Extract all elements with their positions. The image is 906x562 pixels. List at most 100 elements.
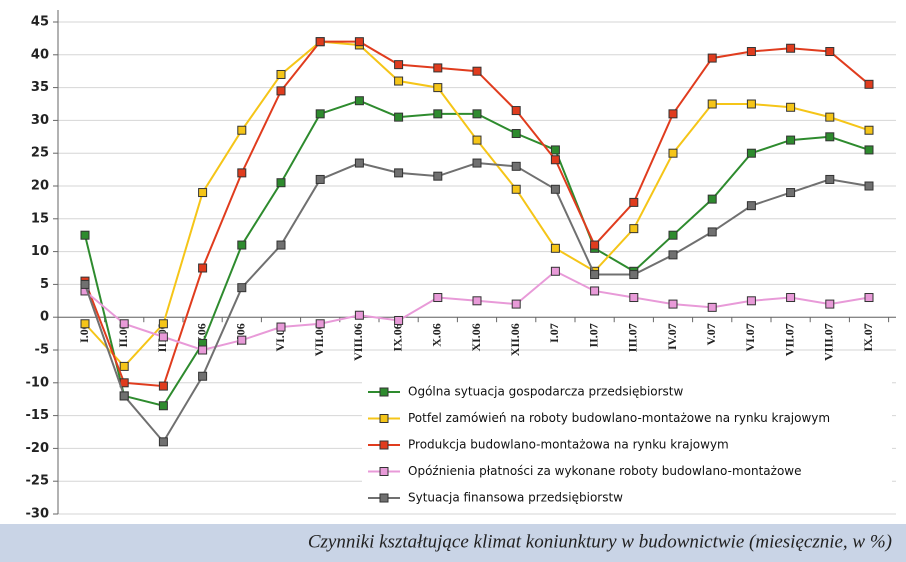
data-point (825, 299, 835, 309)
data-point (864, 79, 874, 89)
data-point (668, 109, 678, 119)
data-point (472, 109, 482, 119)
data-point (668, 250, 678, 260)
data-point (198, 345, 208, 355)
y-tick-label: 40 (31, 47, 49, 62)
x-tick-label: VII.06 (312, 323, 326, 356)
data-point (786, 43, 796, 53)
data-point (668, 299, 678, 309)
data-point (276, 322, 286, 332)
data-point (707, 99, 717, 109)
data-point (825, 112, 835, 122)
legend-swatch-marker (379, 387, 389, 397)
y-tick-label: -20 (26, 441, 50, 456)
data-point (825, 132, 835, 142)
data-point (433, 83, 443, 93)
x-tick-label: II.07 (586, 323, 600, 347)
data-point (433, 63, 443, 73)
data-point (590, 240, 600, 250)
legend-swatch-marker (379, 440, 389, 450)
data-point (472, 135, 482, 145)
data-point (511, 184, 521, 194)
data-point (237, 283, 247, 293)
data-point (237, 125, 247, 135)
data-point (629, 224, 639, 234)
data-point (158, 401, 168, 411)
data-point (119, 361, 129, 371)
data-point (746, 148, 756, 158)
data-point (158, 437, 168, 447)
data-point (315, 37, 325, 47)
data-point (550, 155, 560, 165)
data-point (472, 66, 482, 76)
data-point (825, 47, 835, 57)
y-tick-label: -15 (26, 408, 50, 423)
data-point (511, 161, 521, 171)
y-tick-label: -5 (35, 343, 49, 358)
legend-swatch-marker (379, 493, 389, 503)
data-point (237, 240, 247, 250)
legend-label: Sytuacja finansowa przedsiębiorstw (408, 491, 623, 505)
data-point (629, 293, 639, 303)
data-point (80, 230, 90, 240)
data-point (315, 319, 325, 329)
data-point (276, 178, 286, 188)
data-point (746, 99, 756, 109)
data-point (394, 76, 404, 86)
data-point (786, 188, 796, 198)
data-point (119, 391, 129, 401)
legend-label: Opóźnienia płatności za wykonane roboty … (408, 464, 801, 478)
legend-label: Produkcja budowlano-montażowa na rynku k… (408, 438, 729, 452)
data-point (707, 302, 717, 312)
y-tick-label: 5 (40, 277, 49, 292)
data-point (472, 158, 482, 168)
data-point (786, 293, 796, 303)
x-tick-label: IX.07 (861, 323, 875, 351)
data-point (864, 145, 874, 155)
x-tick-label: VII.07 (782, 323, 796, 356)
x-tick-label: I.07 (547, 323, 561, 343)
data-point (276, 86, 286, 96)
data-point (707, 194, 717, 204)
y-tick-label: 35 (31, 80, 49, 95)
data-point (237, 168, 247, 178)
data-point (237, 335, 247, 345)
data-point (590, 286, 600, 296)
data-point (80, 279, 90, 289)
x-tick-label: II.06 (116, 323, 130, 347)
data-point (786, 135, 796, 145)
data-point (864, 125, 874, 135)
x-tick-label: V.07 (704, 323, 718, 345)
legend-swatch-marker (379, 467, 389, 476)
y-tick-label: -10 (26, 375, 50, 390)
data-point (746, 201, 756, 211)
legend-label: Potfel zamówień na roboty budowlano-mont… (408, 411, 830, 425)
y-tick-label: 15 (31, 211, 49, 226)
data-point (354, 96, 364, 106)
x-tick-label: VI.07 (743, 323, 757, 351)
chart-title: Czynniki kształtujące klimat koniunktury… (308, 531, 892, 552)
data-point (394, 112, 404, 122)
data-point (198, 371, 208, 381)
x-tick-label: XI.06 (469, 323, 483, 351)
data-point (394, 60, 404, 70)
data-point (864, 293, 874, 303)
y-tick-label: 10 (31, 244, 49, 259)
data-point (315, 174, 325, 184)
data-point (158, 332, 168, 342)
y-tick-label: -30 (26, 507, 50, 522)
data-point (394, 168, 404, 178)
data-point (707, 53, 717, 63)
data-point (550, 184, 560, 194)
data-point (786, 102, 796, 112)
y-tick-label: 0 (40, 310, 49, 325)
data-point (198, 263, 208, 273)
data-point (433, 109, 443, 119)
data-point (276, 69, 286, 79)
y-tick-label: -25 (26, 474, 50, 489)
data-point (354, 310, 364, 320)
data-point (394, 315, 404, 325)
data-point (550, 243, 560, 253)
data-point (198, 188, 208, 198)
